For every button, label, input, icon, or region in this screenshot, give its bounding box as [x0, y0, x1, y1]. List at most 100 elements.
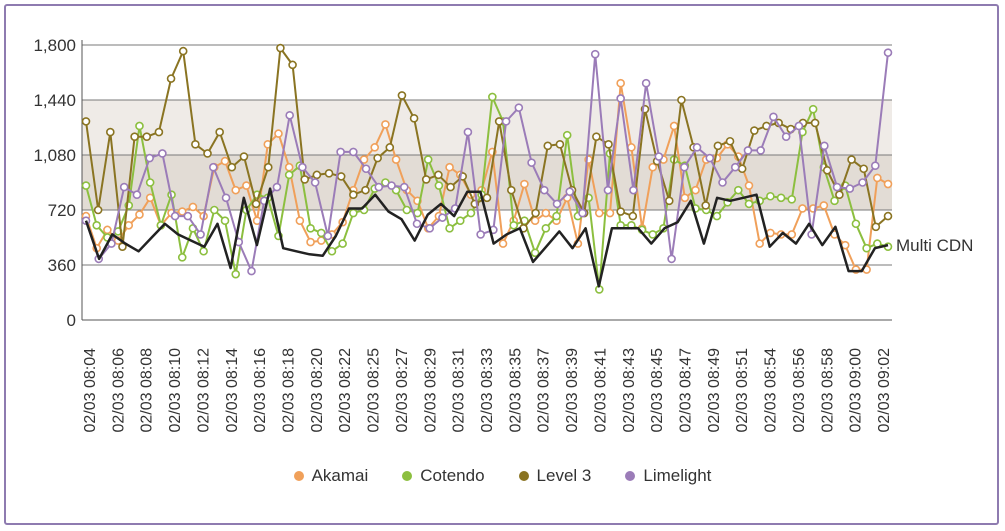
data-point-cotendo: [306, 224, 315, 233]
data-point-limelight: [654, 152, 664, 161]
data-point-akamai: [124, 220, 134, 230]
data-point-level-3: [251, 199, 261, 209]
x-tick-label: 02/03 08:31: [451, 348, 468, 433]
data-point-cotendo: [81, 181, 91, 190]
data-point-cotendo: [862, 243, 871, 253]
data-point-level-3: [166, 74, 176, 83]
legend-item: Akamai: [293, 466, 368, 486]
data-point-akamai: [594, 208, 604, 218]
data-point-cotendo: [455, 216, 465, 225]
data-point-limelight: [412, 219, 422, 229]
data-point-cotendo: [488, 92, 497, 102]
data-point-level-3: [835, 190, 844, 200]
series-line-limelight: [85, 52, 889, 273]
data-point-level-3: [847, 155, 856, 164]
data-point-limelight: [705, 153, 715, 163]
data-point-limelight: [794, 121, 804, 131]
data-point-level-3: [397, 91, 407, 100]
data-point-limelight: [578, 208, 587, 218]
data-point-cotendo: [466, 208, 476, 218]
data-point-akamai: [306, 237, 315, 247]
x-tick-label: 02/03 08:16: [252, 348, 269, 433]
data-point-limelight: [527, 158, 536, 167]
x-tick-label: 02/03 08:12: [195, 348, 212, 433]
x-tick-label: 02/03 08:56: [791, 348, 808, 433]
data-point-cotendo: [541, 224, 551, 233]
x-tick-label: 02/03 08:04: [82, 348, 99, 433]
data-point-cotendo: [776, 193, 786, 203]
x-tick-label: 02/03 08:37: [536, 348, 553, 433]
data-point-level-3: [822, 165, 832, 175]
x-tick-label: 02/03 08:29: [422, 348, 439, 433]
data-point-akamai: [391, 155, 401, 164]
data-point-cotendo: [830, 196, 839, 206]
data-point-cotendo: [402, 205, 412, 215]
data-point-limelight: [285, 110, 294, 120]
x-tick-label: 02/03 08:10: [167, 348, 184, 433]
data-point-limelight: [603, 185, 613, 195]
data-point-cotendo: [177, 253, 187, 262]
data-point-cotendo: [787, 195, 797, 204]
data-point-level-3: [628, 211, 638, 221]
data-point-level-3: [93, 205, 103, 215]
series-line-cotendo: [85, 95, 889, 291]
data-point-cotendo: [712, 211, 722, 221]
x-tick-label: 02/03 08:47: [678, 348, 695, 433]
data-point-level-3: [361, 185, 370, 195]
data-point-akamai: [274, 129, 283, 138]
data-point-level-3: [385, 143, 395, 152]
data-point-cotendo: [434, 181, 444, 190]
data-point-level-3: [421, 175, 431, 184]
data-point-cotendo: [199, 246, 208, 256]
data-point-level-3: [130, 132, 139, 141]
data-point-limelight: [870, 161, 880, 170]
data-point-akamai: [242, 181, 251, 190]
legend-label: Cotendo: [420, 466, 485, 485]
y-tick-label: 0: [67, 311, 76, 330]
data-point-level-3: [604, 140, 613, 149]
data-point-level-3: [276, 43, 285, 53]
legend-item: Limelight: [625, 466, 711, 486]
x-tick-label: 02/03 08:58: [819, 348, 836, 433]
data-point-limelight: [641, 78, 651, 88]
data-point-level-3: [312, 170, 322, 180]
data-point-level-3: [677, 95, 686, 105]
data-point-level-3: [288, 60, 297, 70]
data-point-akamai: [541, 208, 551, 218]
data-point-limelight: [756, 146, 765, 155]
data-point-cotendo: [808, 104, 818, 114]
x-tick-label: 02/03 08:14: [224, 348, 241, 433]
data-point-level-3: [106, 127, 115, 137]
x-tick-label: 02/03 08:08: [139, 348, 156, 433]
data-point-akamai: [798, 204, 807, 213]
data-point-level-3: [701, 201, 711, 210]
data-point-cotendo: [220, 216, 230, 225]
x-tick-label: 02/03 08:54: [763, 348, 780, 433]
data-point-limelight: [832, 182, 842, 192]
x-tick-label: 02/03 08:49: [706, 348, 723, 433]
x-tick-label: 02/03 08:41: [592, 348, 609, 433]
data-point-limelight: [667, 254, 676, 264]
data-point-akamai: [669, 121, 679, 131]
legend-item: Level 3: [518, 466, 591, 486]
y-tick-label: 720: [48, 201, 76, 220]
data-point-limelight: [820, 141, 829, 151]
data-point-limelight: [310, 178, 320, 187]
series-line-akamai: [85, 82, 889, 271]
data-point-akamai: [691, 185, 700, 195]
data-point-cotendo: [210, 205, 219, 215]
data-point-level-3: [750, 126, 759, 135]
data-point-level-3: [664, 196, 674, 206]
data-point-akamai: [445, 162, 454, 172]
data-point-cotendo: [327, 246, 337, 256]
data-point-level-3: [555, 140, 565, 149]
data-point-level-3: [239, 152, 249, 161]
x-tick-label: 02/03 08:43: [621, 348, 638, 433]
data-point-limelight: [476, 230, 485, 239]
data-point-level-3: [713, 141, 723, 151]
data-point-level-3: [191, 140, 200, 149]
data-point-level-3: [203, 149, 212, 158]
data-point-cotendo: [145, 178, 155, 187]
data-point-limelight: [845, 184, 855, 193]
x-tick-label: 02/03 08:22: [337, 348, 354, 433]
